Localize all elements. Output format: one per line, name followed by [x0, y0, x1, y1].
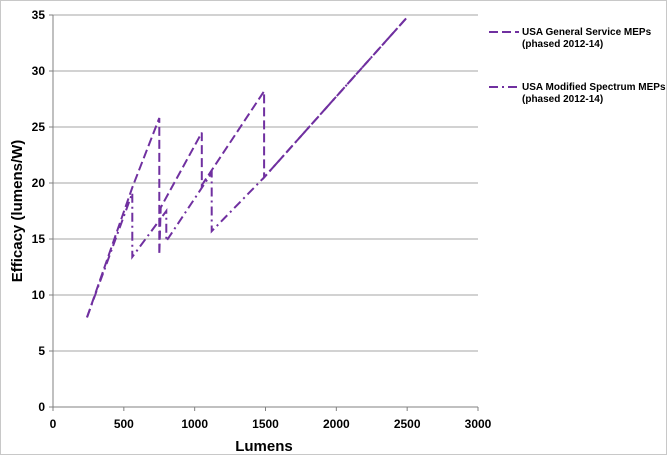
- y-tick-label: 25: [32, 120, 46, 134]
- axes: [49, 14, 479, 411]
- series-lines: [86, 16, 408, 318]
- x-tick-label: 1500: [252, 417, 279, 431]
- y-tick-label: 0: [38, 400, 45, 414]
- y-tick-label: 10: [32, 288, 46, 302]
- x-tick-labels: 0 500 1000 1500 2000 2500 3000: [50, 417, 492, 431]
- x-tick-label: 1000: [181, 417, 208, 431]
- x-axis-title: Lumens: [235, 438, 293, 455]
- x-tick-label: 3000: [465, 417, 492, 431]
- legend-label-modified-spectrum-line1: USA Modified Spectrum MEPs: [522, 82, 666, 93]
- legend: USA General Service MEPs (phased 2012-14…: [489, 27, 666, 105]
- legend-label-general-service-line2: (phased 2012-14): [522, 39, 603, 50]
- y-tick-label: 20: [32, 176, 46, 190]
- x-tick-label: 500: [114, 417, 134, 431]
- series-modified-spectrum-line: [86, 16, 408, 318]
- series-general-service-line: [86, 16, 408, 318]
- y-axis-title: Efficacy (lumens/W): [9, 140, 26, 283]
- y-tick-label: 5: [38, 344, 45, 358]
- legend-label-modified-spectrum-line2: (phased 2012-14): [522, 94, 603, 105]
- y-tick-label: 15: [32, 232, 46, 246]
- legend-label-general-service-line1: USA General Service MEPs: [522, 27, 652, 38]
- x-tick-label: 2000: [323, 417, 350, 431]
- x-tick-label: 2500: [394, 417, 421, 431]
- y-tick-labels: 0 5 10 15 20 25 30 35: [32, 8, 46, 414]
- y-tick-label: 30: [32, 64, 46, 78]
- gridlines: [53, 14, 478, 352]
- x-tick-label: 0: [50, 417, 57, 431]
- y-tick-label: 35: [32, 8, 46, 22]
